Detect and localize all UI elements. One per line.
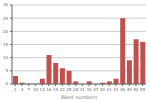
svg-text:10: 10 — [33, 87, 39, 92]
svg-text:37: 37 — [93, 87, 99, 92]
svg-text:25: 25 — [66, 87, 72, 92]
svg-text:4: 4 — [21, 87, 24, 92]
svg-text:34: 34 — [87, 87, 93, 92]
svg-text:7: 7 — [27, 87, 30, 92]
svg-text:55: 55 — [140, 87, 142, 92]
svg-text:0: 0 — [8, 81, 9, 86]
svg-text:43: 43 — [113, 87, 119, 92]
svg-text:22: 22 — [60, 87, 66, 92]
svg-text:28: 28 — [73, 87, 79, 92]
svg-text:25: 25 — [8, 16, 9, 21]
svg-text:46: 46 — [120, 87, 126, 92]
svg-text:Ward numbers: Ward numbers — [61, 94, 98, 100]
svg-text:5: 5 — [8, 68, 9, 73]
svg-text:41: 41 — [107, 87, 113, 92]
svg-text:16: 16 — [46, 87, 52, 92]
svg-text:1: 1 — [14, 87, 17, 92]
svg-text:40: 40 — [100, 87, 106, 92]
svg-text:19: 19 — [53, 87, 59, 92]
svg-text:13: 13 — [40, 87, 46, 92]
svg-text:10: 10 — [8, 55, 9, 60]
svg-text:20: 20 — [8, 29, 9, 34]
svg-text:52: 52 — [133, 87, 139, 92]
svg-text:49: 49 — [127, 87, 133, 92]
svg-text:15: 15 — [8, 42, 9, 47]
svg-text:30: 30 — [8, 2, 9, 7]
svg-text:31: 31 — [80, 87, 86, 92]
